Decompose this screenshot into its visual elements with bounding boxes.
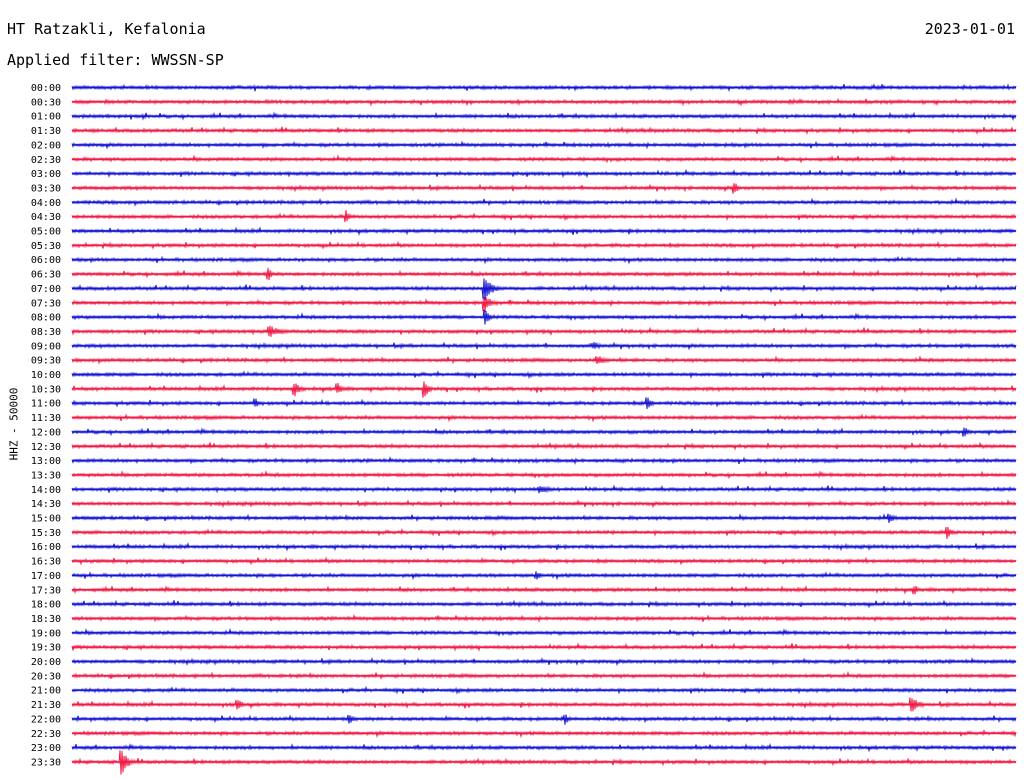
time-tick-label: 04:00 — [31, 198, 61, 209]
time-tick-label: 21:30 — [31, 700, 61, 711]
station-title: HT Ratzakli, Kefalonia — [7, 20, 206, 38]
time-tick-label: 12:30 — [31, 442, 61, 453]
time-tick-label: 19:30 — [31, 643, 61, 654]
time-tick-label: 05:30 — [31, 241, 61, 252]
time-tick-label: 01:30 — [31, 126, 61, 137]
time-tick-label: 07:00 — [31, 284, 61, 295]
time-tick-label: 15:00 — [31, 514, 61, 525]
time-tick-label: 14:00 — [31, 485, 61, 496]
time-tick-label: 02:00 — [31, 140, 61, 151]
time-tick-label: 11:00 — [31, 399, 61, 410]
time-tick-label: 17:00 — [31, 571, 61, 582]
time-tick-label: 10:30 — [31, 384, 61, 395]
time-tick-label: 07:30 — [31, 298, 61, 309]
seismic-trace — [71, 714, 1017, 725]
time-tick-label: 23:30 — [31, 757, 61, 768]
time-tick-label: 03:00 — [31, 169, 61, 180]
time-tick-label: 03:30 — [31, 183, 61, 194]
time-tick-label: 13:00 — [31, 456, 61, 467]
time-tick-label: 18:30 — [31, 614, 61, 625]
date-label: 2023-01-01 — [924, 20, 1015, 38]
time-tick-label: 20:00 — [31, 657, 61, 668]
time-tick-label: 19:00 — [31, 628, 61, 639]
time-tick-label: 16:30 — [31, 557, 61, 568]
time-tick-label: 13:30 — [31, 470, 61, 481]
time-tick-label: 00:30 — [31, 97, 61, 108]
seismic-trace — [71, 296, 1017, 313]
time-tick-label: 04:30 — [31, 212, 61, 223]
time-tick-label: 09:30 — [31, 356, 61, 367]
time-tick-label: 10:00 — [31, 370, 61, 381]
time-tick-label: 16:00 — [31, 542, 61, 553]
time-tick-label: 02:30 — [31, 155, 61, 166]
time-tick-label: 06:00 — [31, 255, 61, 266]
time-tick-label: 01:00 — [31, 112, 61, 123]
time-tick-label: 14:30 — [31, 499, 61, 510]
time-tick-label: 20:30 — [31, 671, 61, 682]
seismic-trace — [71, 278, 1017, 301]
time-tick-label: 08:30 — [31, 327, 61, 338]
time-tick-label: 18:00 — [31, 600, 61, 611]
time-tick-label: 17:30 — [31, 585, 61, 596]
time-tick-label: 15:30 — [31, 528, 61, 539]
time-tick-label: 21:00 — [31, 686, 61, 697]
time-tick-label: 06:30 — [31, 270, 61, 281]
time-tick-label: 22:00 — [31, 714, 61, 725]
time-tick-label: 11:30 — [31, 413, 61, 424]
time-tick-label: 08:00 — [31, 313, 61, 324]
time-tick-label: 12:00 — [31, 427, 61, 438]
filter-label: Applied filter: WWSSN-SP — [7, 51, 224, 69]
time-tick-label: 09:00 — [31, 341, 61, 352]
time-tick-label: 22:30 — [31, 729, 61, 740]
time-tick-label: 00:00 — [31, 83, 61, 94]
time-tick-label: 23:00 — [31, 743, 61, 754]
time-tick-label: 05:00 — [31, 227, 61, 238]
